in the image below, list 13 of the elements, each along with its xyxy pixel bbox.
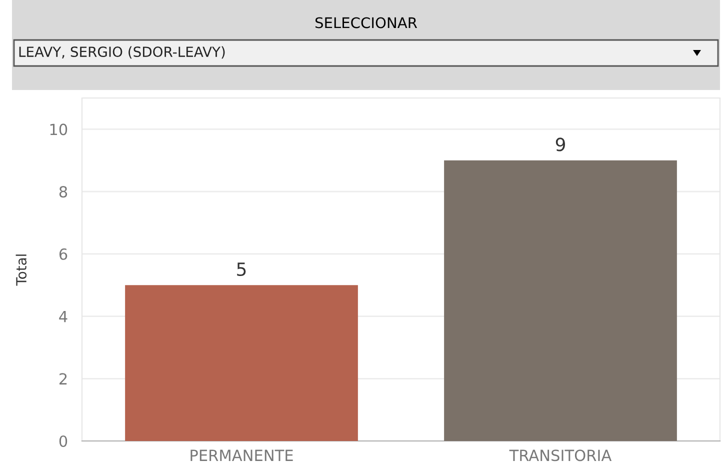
y-tick-label: 0 <box>59 435 68 448</box>
y-tick-label: 2 <box>60 373 67 384</box>
y-tick-label: 4 <box>59 310 68 322</box>
x-tick-label: TRANSITORIA <box>509 450 612 462</box>
data-label: 9 <box>556 138 565 152</box>
y-tick-label: 6 <box>59 248 68 260</box>
data-label: 5 <box>237 262 246 276</box>
x-tick-label: PERMANENTE <box>190 450 293 461</box>
y-tick-label: 8 <box>59 186 68 198</box>
y-tick-label: 10 <box>50 124 68 136</box>
chart-subtitle: LEAVY, SERGIO (SDOR-LEAVY) <box>19 46 225 59</box>
chart-title: SELECCIONAR <box>315 17 418 28</box>
y-axis-title: Total <box>16 254 27 286</box>
